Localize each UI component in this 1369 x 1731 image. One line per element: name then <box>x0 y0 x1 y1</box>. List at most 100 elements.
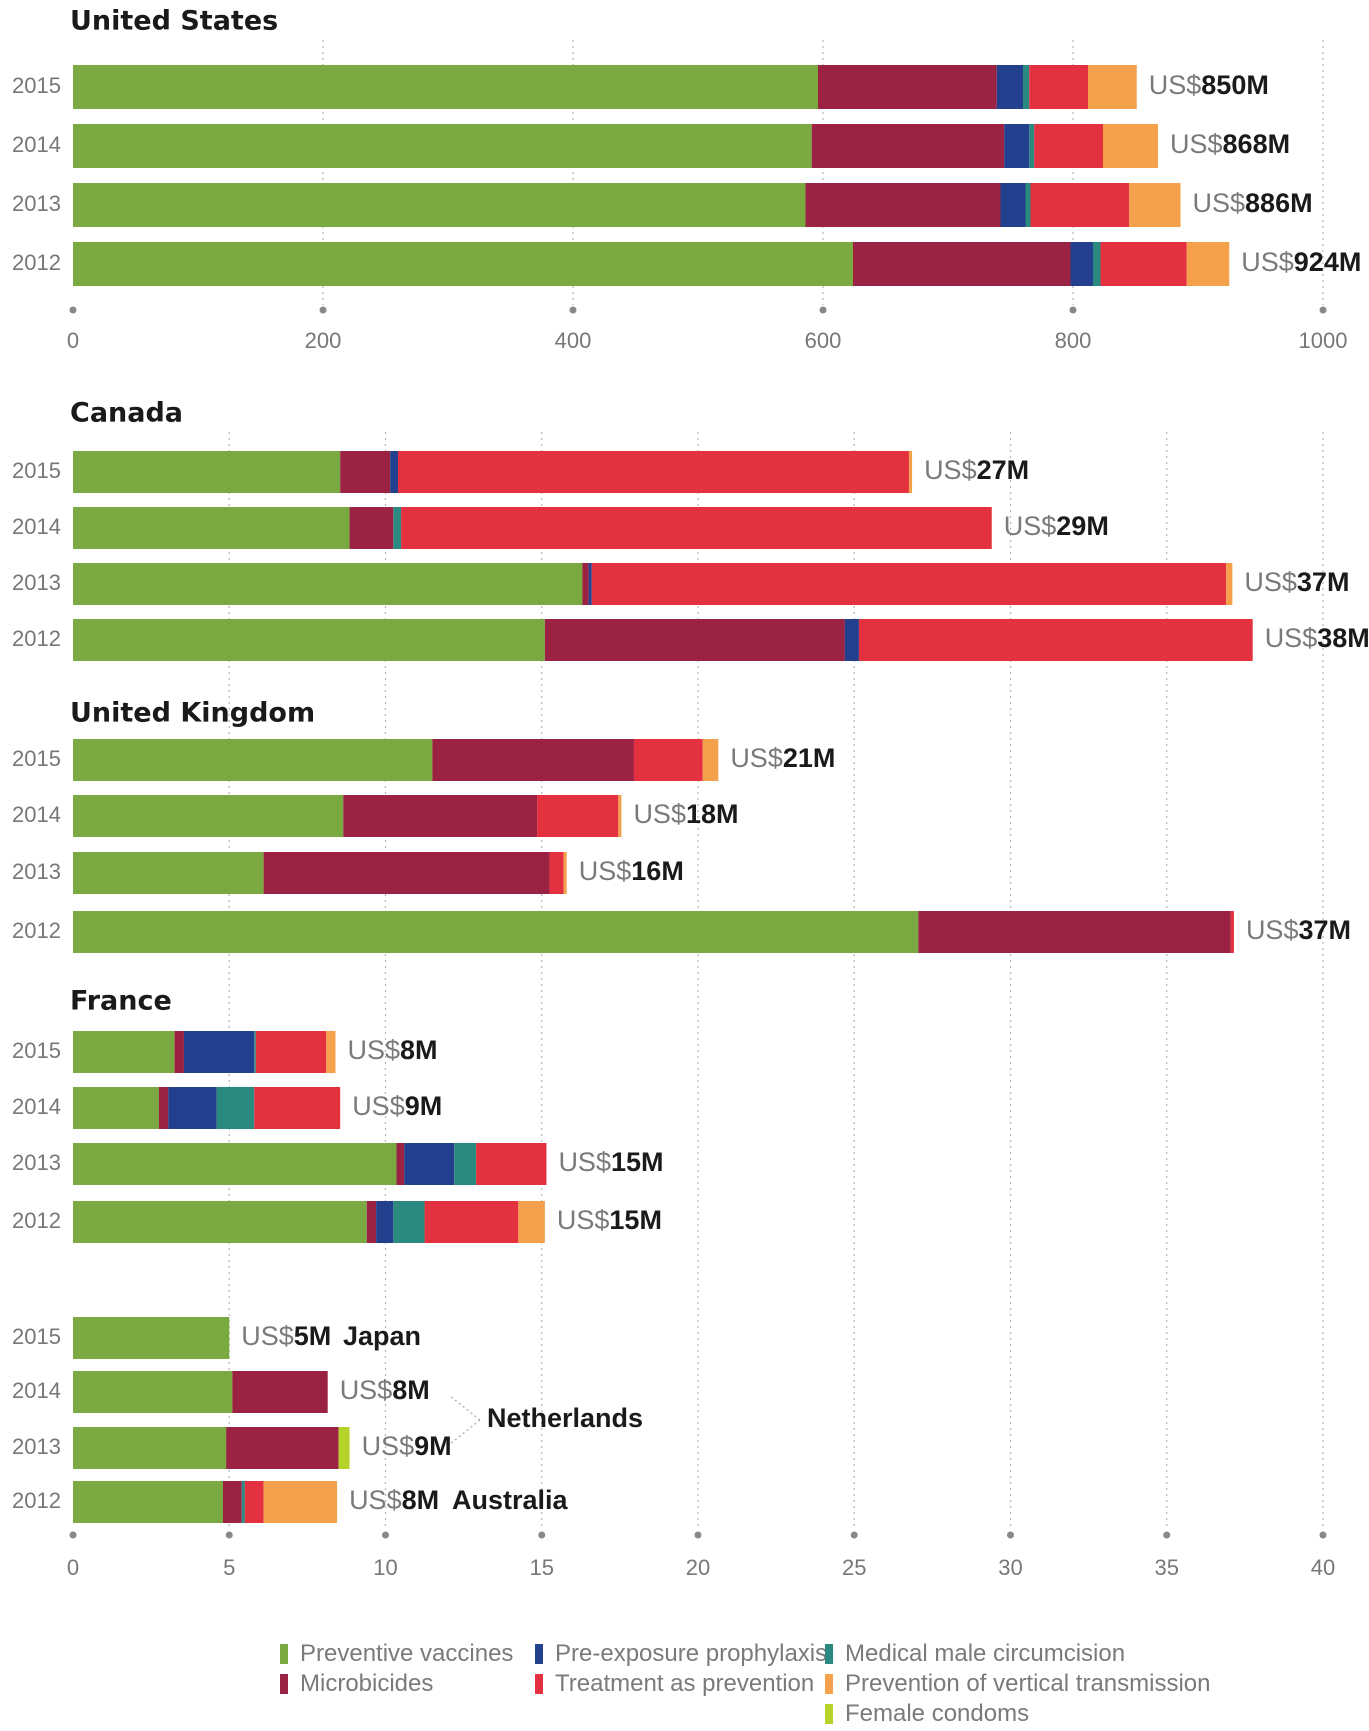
x-tick-label: 35 <box>1155 1555 1179 1580</box>
bar-segment-microbicides <box>432 739 634 781</box>
year-label: 2012 <box>12 918 61 943</box>
total-prefix: US$ <box>1246 915 1299 945</box>
bar-segment-preventive-vaccines <box>73 1371 233 1413</box>
total-value: 9M <box>405 1091 443 1121</box>
bar-segment-vertical-transmission <box>1186 242 1230 286</box>
axis-dot <box>69 306 77 314</box>
total-value: 5M <box>294 1321 332 1351</box>
bar-segment-circumcision <box>1093 242 1101 286</box>
bar-segment-preventive-vaccines <box>73 619 545 661</box>
chart-title: Canada <box>70 398 183 429</box>
total-prefix: US$ <box>241 1321 294 1351</box>
bracket-line <box>449 1395 481 1421</box>
bar-segment-microbicides <box>343 795 538 837</box>
bar-segment-treatment-as-prevention <box>255 1031 327 1073</box>
year-label: 2014 <box>12 1378 61 1403</box>
legend-swatch <box>535 1644 543 1664</box>
axis-dot <box>382 1531 389 1539</box>
total-value: 868M <box>1223 129 1291 159</box>
total-value: 8M <box>392 1375 430 1405</box>
chart-canvas: 0 200 400 600 800 1000 0 5 10 15 20 25 30 35 40 United … <box>12 6 1369 1581</box>
country-label-australia: Australia <box>452 1485 569 1515</box>
bar-segment-preventive-vaccines <box>73 242 853 286</box>
x-tick-label: 15 <box>530 1555 554 1580</box>
total-prefix: US$ <box>730 743 783 773</box>
bar-segment-circumcision <box>254 1031 256 1073</box>
bar-segment-circumcision <box>216 1087 255 1129</box>
bar-segment-preventive-vaccines <box>73 451 341 493</box>
total-label: US$37M <box>1244 567 1349 597</box>
bar-segment-treatment-as-prevention <box>1100 242 1187 286</box>
bar-segment-prep <box>1004 124 1030 168</box>
year-label: 2014 <box>12 514 61 539</box>
x-tick-label: 5 <box>223 1555 235 1580</box>
total-label: US$38M <box>1265 623 1369 653</box>
year-label: 2014 <box>12 1094 61 1119</box>
year-label: 2014 <box>12 132 61 157</box>
x-tick-label: 200 <box>305 328 342 353</box>
bar-segment-microbicides <box>226 1427 339 1469</box>
bar-segment-preventive-vaccines <box>73 507 350 549</box>
axis-dot <box>538 1531 546 1539</box>
bar-segment-prep <box>183 1031 255 1073</box>
total-label: US$15M <box>558 1147 663 1177</box>
x-tick-label: 20 <box>686 1555 710 1580</box>
bar-segment-treatment-as-prevention <box>1034 124 1103 168</box>
bar-segment-prep <box>390 451 398 493</box>
bar-segment-treatment-as-prevention <box>254 1087 341 1129</box>
bar-segment-preventive-vaccines <box>73 1427 227 1469</box>
bar-segment-vertical-transmission <box>518 1201 545 1243</box>
bar-segment-microbicides <box>158 1087 169 1129</box>
total-prefix: US$ <box>349 1485 402 1515</box>
bar-segment-prep <box>996 65 1023 109</box>
total-prefix: US$ <box>352 1091 405 1121</box>
legend-swatch <box>825 1674 833 1694</box>
total-prefix: US$ <box>633 799 686 829</box>
bar-segment-vertical-transmission <box>618 795 622 837</box>
total-prefix: US$ <box>1149 70 1202 100</box>
bar-segment-vertical-transmission <box>702 739 719 781</box>
total-value: 886M <box>1245 188 1313 218</box>
x-tick-label: 30 <box>998 1555 1022 1580</box>
total-label: US$5M <box>241 1321 331 1351</box>
total-label: US$9M <box>352 1091 442 1121</box>
bar-segment-circumcision <box>393 507 402 549</box>
total-label: US$8M <box>348 1035 438 1065</box>
bar-segment-treatment-as-prevention <box>633 739 703 781</box>
bar-segment-prep <box>168 1087 217 1129</box>
bar-segment-microbicides <box>174 1031 184 1073</box>
total-value: 27M <box>977 455 1030 485</box>
legend-label: Treatment as prevention <box>555 1670 815 1697</box>
total-prefix: US$ <box>348 1035 401 1065</box>
total-prefix: US$ <box>1265 623 1318 653</box>
bar-segment-treatment-as-prevention <box>1030 183 1130 227</box>
chart-title: France <box>70 986 172 1017</box>
bar-segment-microbicides <box>853 242 1071 286</box>
axis-dot <box>850 1531 858 1539</box>
bar-segment-prep <box>376 1201 394 1243</box>
year-label: 2013 <box>12 1434 61 1459</box>
bar-segment-treatment-as-prevention <box>401 507 992 549</box>
total-value: 850M <box>1201 70 1269 100</box>
total-value: 9M <box>414 1431 452 1461</box>
year-label: 2012 <box>12 1488 61 1513</box>
bar-segment-circumcision <box>454 1143 477 1185</box>
axis-dot <box>1069 306 1077 314</box>
axis-dot <box>1319 1531 1327 1539</box>
axis-dot <box>819 306 827 314</box>
total-value: 38M <box>1317 623 1369 653</box>
total-label: US$850M <box>1149 70 1269 100</box>
legend-swatch <box>280 1674 288 1694</box>
bar-segment-preventive-vaccines <box>73 1087 159 1129</box>
bar-segment-treatment-as-prevention <box>244 1481 264 1523</box>
bar-segment-microbicides <box>340 451 391 493</box>
total-value: 15M <box>611 1147 664 1177</box>
bar-segment-preventive-vaccines <box>73 1317 230 1359</box>
bar-segment-treatment-as-prevention <box>424 1201 519 1243</box>
bar-segment-treatment-as-prevention <box>476 1143 547 1185</box>
axis-dot <box>694 1531 702 1539</box>
total-prefix: US$ <box>579 856 632 886</box>
legend-swatch <box>280 1644 288 1664</box>
country-label-japan: Japan <box>343 1321 421 1351</box>
year-label: 2014 <box>12 802 61 827</box>
